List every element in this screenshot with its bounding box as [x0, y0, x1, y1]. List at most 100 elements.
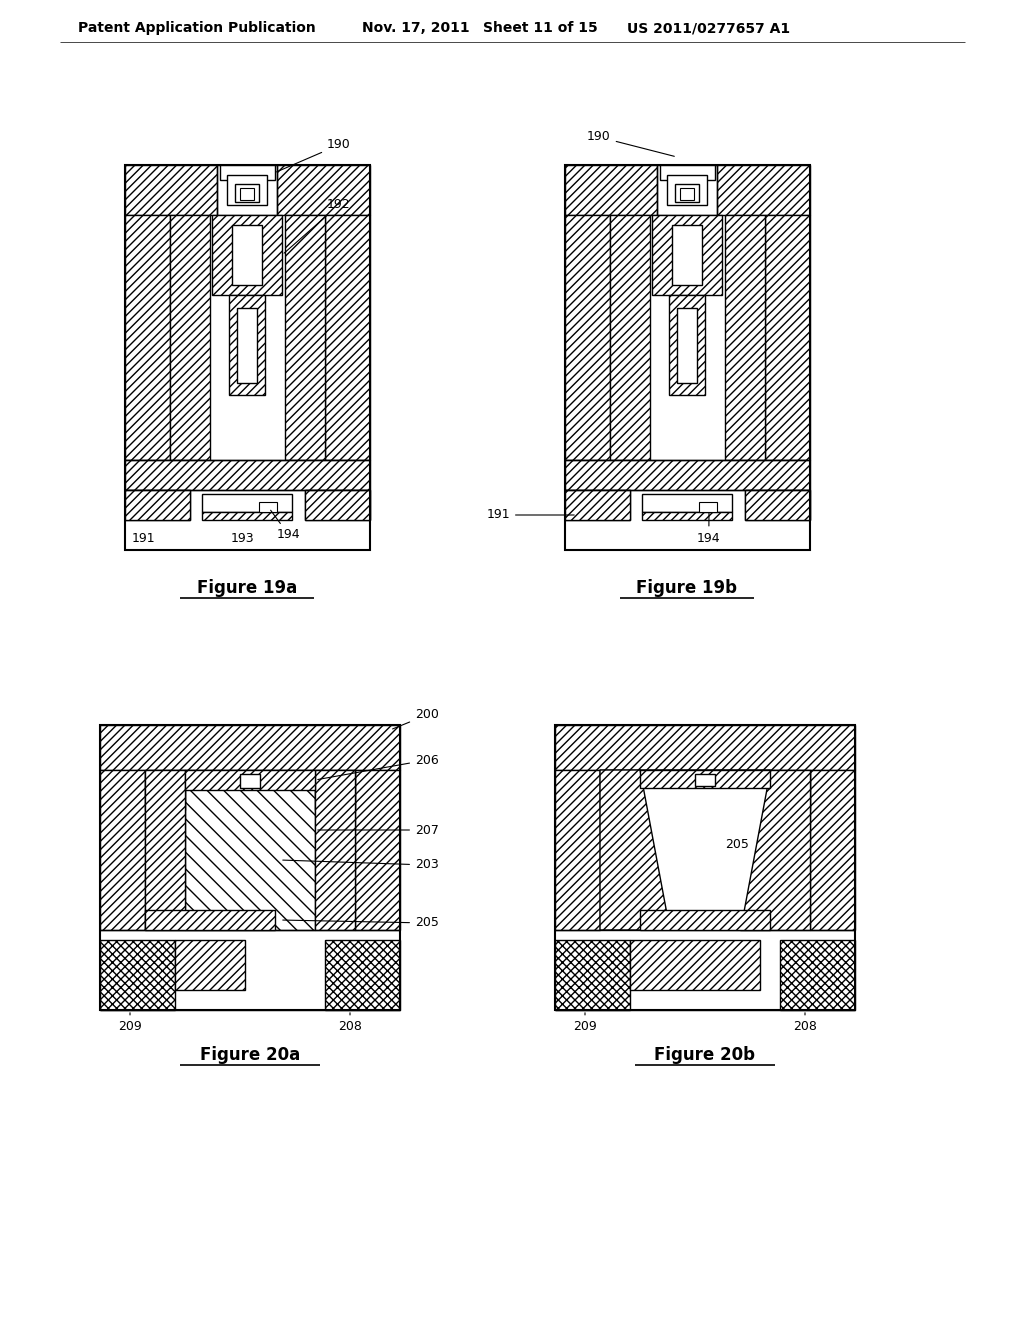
Bar: [630, 940, 760, 990]
Text: Figure 19a: Figure 19a: [197, 579, 297, 597]
Polygon shape: [212, 215, 282, 294]
Polygon shape: [145, 770, 185, 931]
Bar: [565, 459, 810, 490]
Bar: [100, 770, 145, 931]
Polygon shape: [125, 490, 190, 520]
Bar: [145, 909, 275, 931]
Bar: [125, 165, 370, 215]
Bar: [555, 770, 600, 931]
Polygon shape: [229, 294, 265, 395]
Polygon shape: [565, 490, 630, 520]
Bar: [660, 165, 715, 180]
Bar: [699, 502, 717, 512]
Polygon shape: [610, 770, 800, 931]
Text: 194: 194: [270, 511, 301, 541]
Text: 200: 200: [392, 709, 439, 729]
Text: 205: 205: [283, 916, 439, 929]
Bar: [642, 494, 732, 512]
Bar: [234, 183, 259, 202]
Polygon shape: [740, 770, 810, 931]
Bar: [640, 909, 770, 931]
Text: 190: 190: [276, 139, 351, 172]
Text: US 2011/0277657 A1: US 2011/0277657 A1: [627, 21, 791, 36]
Text: Figure 20b: Figure 20b: [654, 1045, 756, 1064]
Bar: [232, 224, 262, 285]
Polygon shape: [642, 512, 732, 520]
Bar: [657, 165, 717, 215]
Polygon shape: [315, 770, 355, 931]
Bar: [745, 490, 810, 520]
Bar: [555, 725, 855, 770]
Text: 203: 203: [283, 858, 438, 871]
Bar: [100, 725, 400, 1010]
Bar: [675, 183, 699, 202]
Bar: [100, 940, 175, 1010]
Bar: [780, 940, 855, 1010]
Text: 206: 206: [317, 754, 438, 780]
Polygon shape: [652, 215, 722, 294]
Text: 209: 209: [573, 1012, 597, 1034]
Bar: [237, 308, 257, 383]
Text: 208: 208: [338, 1012, 361, 1034]
Text: 191: 191: [131, 532, 155, 544]
Text: 191: 191: [486, 508, 574, 521]
Polygon shape: [325, 215, 370, 459]
Bar: [325, 940, 400, 1010]
Bar: [185, 770, 315, 931]
Polygon shape: [565, 215, 610, 459]
Bar: [355, 770, 400, 931]
Bar: [695, 774, 715, 785]
Text: 205: 205: [725, 838, 749, 851]
Bar: [315, 770, 355, 810]
Bar: [305, 490, 370, 520]
Bar: [240, 774, 260, 788]
Text: 194: 194: [697, 512, 721, 544]
Bar: [217, 165, 278, 215]
Polygon shape: [725, 215, 765, 459]
Polygon shape: [765, 215, 810, 459]
Text: 209: 209: [118, 1012, 142, 1034]
Polygon shape: [305, 490, 370, 520]
Bar: [125, 490, 190, 520]
Polygon shape: [600, 770, 670, 931]
Bar: [259, 502, 278, 512]
Bar: [175, 940, 245, 990]
Bar: [770, 770, 810, 810]
Bar: [240, 187, 254, 201]
Bar: [565, 165, 810, 215]
Bar: [565, 165, 810, 550]
Bar: [555, 940, 630, 1010]
Text: 192: 192: [284, 198, 350, 253]
Bar: [185, 770, 315, 789]
Bar: [672, 224, 702, 285]
Bar: [125, 459, 370, 490]
Text: Figure 19b: Figure 19b: [637, 579, 737, 597]
Text: Sheet 11 of 15: Sheet 11 of 15: [483, 21, 598, 36]
Text: Nov. 17, 2011: Nov. 17, 2011: [362, 21, 470, 36]
Bar: [600, 770, 640, 810]
Bar: [680, 187, 694, 201]
Polygon shape: [285, 215, 325, 459]
Text: 207: 207: [317, 824, 439, 837]
Polygon shape: [125, 215, 170, 459]
Bar: [227, 176, 267, 205]
Bar: [667, 176, 707, 205]
Bar: [565, 490, 630, 520]
Bar: [125, 165, 370, 550]
Text: Patent Application Publication: Patent Application Publication: [78, 21, 315, 36]
Polygon shape: [202, 512, 292, 520]
Bar: [202, 494, 292, 512]
Bar: [810, 770, 855, 931]
Text: Figure 20a: Figure 20a: [200, 1045, 300, 1064]
Bar: [555, 725, 855, 1010]
Polygon shape: [610, 215, 650, 459]
Polygon shape: [745, 490, 810, 520]
Text: 193: 193: [230, 532, 254, 544]
Polygon shape: [669, 294, 705, 395]
Text: 208: 208: [793, 1012, 817, 1034]
Text: 190: 190: [587, 131, 675, 156]
Bar: [677, 308, 697, 383]
Polygon shape: [170, 215, 210, 459]
Bar: [640, 770, 770, 788]
Bar: [100, 725, 400, 770]
